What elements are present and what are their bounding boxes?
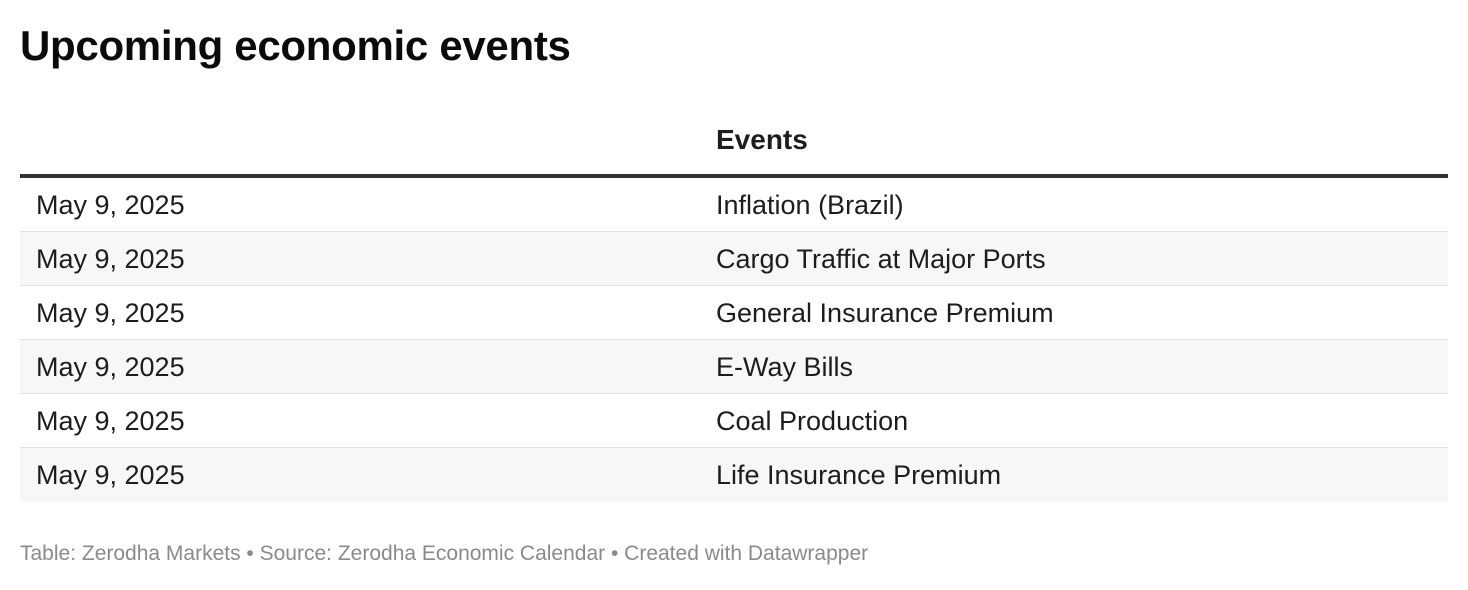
table-row: May 9, 2025 Life Insurance Premium bbox=[20, 448, 1448, 502]
events-table: Events May 9, 2025 Inflation (Brazil) May … bbox=[20, 108, 1448, 502]
table-body: May 9, 2025 Inflation (Brazil) May 9, 2025… bbox=[20, 178, 1448, 502]
cell-date: May 9, 2025 bbox=[36, 190, 185, 220]
table-title: Upcoming economic events bbox=[20, 22, 571, 69]
cell-date: May 9, 2025 bbox=[36, 406, 185, 436]
cell-date: May 9, 2025 bbox=[36, 244, 185, 274]
cell-date: May 9, 2025 bbox=[36, 460, 185, 490]
column-header-events: Events bbox=[716, 124, 808, 155]
cell-event: Inflation (Brazil) bbox=[716, 190, 904, 220]
table-row: May 9, 2025 Coal Production bbox=[20, 394, 1448, 448]
cell-event: E-Way Bills bbox=[716, 352, 854, 382]
table-row: May 9, 2025 E-Way Bills bbox=[20, 340, 1448, 394]
cell-date: May 9, 2025 bbox=[36, 352, 185, 382]
cell-event: General Insurance Premium bbox=[716, 298, 1054, 328]
table-row: May 9, 2025 Cargo Traffic at Major Ports bbox=[20, 232, 1448, 286]
table-row: May 9, 2025 Inflation (Brazil) bbox=[20, 178, 1448, 232]
table-header: Events bbox=[20, 108, 1448, 178]
cell-event: Coal Production bbox=[716, 406, 909, 436]
table-footer-credits: Table: Zerodha Markets • Source: Zerodha… bbox=[20, 542, 869, 565]
table-row: May 9, 2025 General Insurance Premium bbox=[20, 286, 1448, 340]
cell-event: Cargo Traffic at Major Ports bbox=[716, 244, 1046, 274]
cell-date: May 9, 2025 bbox=[36, 298, 185, 328]
cell-event: Life Insurance Premium bbox=[716, 460, 1002, 490]
